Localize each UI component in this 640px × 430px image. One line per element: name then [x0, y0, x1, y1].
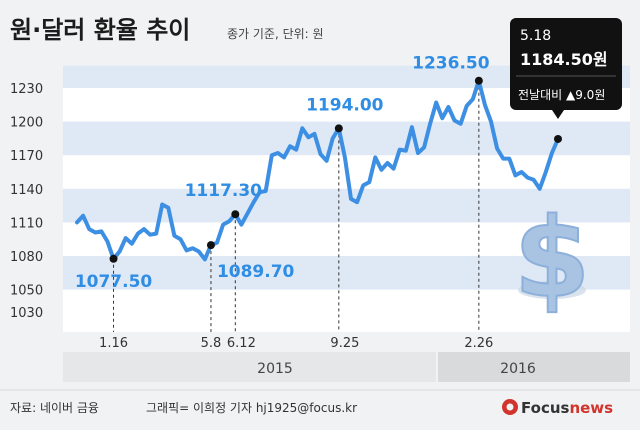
- point-marker: [231, 210, 240, 219]
- tooltip-pointer: [552, 110, 564, 119]
- tooltip-date: 5.18: [520, 28, 551, 44]
- tooltip-value: 1184.50원: [520, 50, 608, 69]
- year-2016-band: [438, 352, 630, 382]
- year-2015-band: [63, 352, 436, 382]
- point-value-label: 1194.00: [306, 95, 384, 115]
- x-tick-label: 5.8: [201, 336, 222, 351]
- point-marker: [334, 124, 343, 133]
- point-marker: [109, 254, 118, 263]
- point-value-label: 1117.30: [185, 181, 263, 201]
- x-tick-label: 9.25: [330, 336, 359, 351]
- point-value-label: 1236.50: [412, 54, 490, 74]
- year-2015-label: 2015: [257, 361, 293, 377]
- grid-band: [63, 121, 630, 156]
- point-value-label: 1077.50: [75, 272, 153, 292]
- up-arrow-icon: ▲: [566, 88, 576, 102]
- tooltip-change: 전날대비 ▲9.0원: [518, 88, 605, 102]
- grid-band: [63, 188, 630, 223]
- tooltip-change-label: 전날대비: [518, 88, 562, 102]
- year-bar: 2015 2016: [63, 352, 630, 382]
- marker-droplines: [113, 80, 480, 332]
- y-tick-label: 1140: [10, 183, 43, 198]
- grid-band: [63, 65, 630, 88]
- footer-credit: 그래픽= 이희정 기자 hj1925@focus.kr: [146, 401, 357, 415]
- point-value-label: 1089.70: [217, 262, 295, 282]
- x-axis-ticks: 1.16 5.8 6.12 9.25 2.26: [99, 336, 493, 351]
- svg-text:$: $: [514, 194, 591, 322]
- tooltip-box: [510, 18, 622, 110]
- y-tick-label: 1230: [10, 82, 43, 97]
- tooltip-change-value: 9.0원: [575, 88, 605, 102]
- latest-point-marker: [554, 134, 562, 143]
- y-tick-label: 1110: [10, 216, 43, 231]
- dollar-sign-icon: $: [513, 193, 592, 323]
- y-tick-label: 1170: [10, 149, 43, 164]
- point-markers: [109, 76, 562, 263]
- point-marker: [474, 76, 483, 85]
- logo-text-focus: Focus: [521, 399, 570, 417]
- chart-title: 원·달러 환율 추이: [10, 16, 190, 44]
- x-tick-label: 2.26: [464, 336, 493, 351]
- svg-text:Focusnews: Focusnews: [521, 399, 613, 417]
- y-tick-label: 1030: [10, 306, 43, 321]
- focusnews-logo: Focusnews: [502, 399, 613, 417]
- y-axis-ticks: 1030 1050 1080 1110 1140 1170 1200 1230: [10, 82, 43, 321]
- chart-subtitle: 종가 기준, 단위: 원: [227, 27, 324, 41]
- point-labels: 1077.50 1089.70 1117.30 1194.00 1236.50: [75, 54, 490, 292]
- latest-tooltip: 5.18 1184.50원 전날대비 ▲9.0원: [510, 18, 622, 119]
- x-tick-label: 6.12: [227, 336, 256, 351]
- footer-source: 자료: 네이버 금융: [10, 401, 99, 415]
- x-tick-label: 1.16: [99, 336, 128, 351]
- point-marker: [206, 241, 215, 250]
- logo-text-news: news: [569, 399, 613, 417]
- y-tick-label: 1080: [10, 250, 43, 265]
- grid-bands: [63, 65, 630, 290]
- year-2016-label: 2016: [500, 361, 536, 377]
- y-tick-label: 1200: [10, 116, 43, 131]
- y-tick-label: 1050: [10, 284, 43, 299]
